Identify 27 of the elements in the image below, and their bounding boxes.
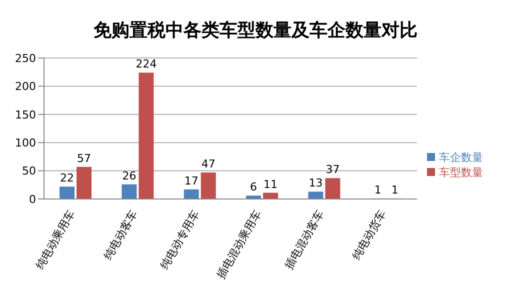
- legend-label: 车型数量: [439, 166, 483, 178]
- y-tick-label: 200: [15, 80, 36, 94]
- x-tick-label: 插电混动客车: [282, 208, 326, 272]
- data-label: 11: [264, 178, 278, 191]
- data-label: 57: [77, 152, 92, 165]
- y-tick-label: 150: [15, 108, 36, 122]
- data-label: 22: [60, 172, 74, 185]
- data-label: 47: [201, 157, 216, 170]
- data-label: 17: [184, 174, 198, 188]
- legend-label: 车企数量: [439, 150, 483, 164]
- y-tick-label: 50: [22, 164, 36, 178]
- data-label: 6: [250, 180, 258, 194]
- data-label: 13: [308, 176, 323, 190]
- x-tick-label: 纯电动乘用车: [33, 208, 78, 272]
- data-label: 26: [122, 169, 136, 182]
- data-label: 37: [326, 163, 340, 176]
- x-tick-label: 纯电动客车: [101, 208, 140, 262]
- x-tick-label: 插电混动乘用车: [214, 208, 264, 282]
- x-tick-label: 纯电动货车: [350, 208, 389, 262]
- data-label: 224: [136, 58, 157, 71]
- x-tick-label: 纯电动专用车: [158, 208, 202, 272]
- data-label: 1: [374, 183, 382, 196]
- data-label: 1: [391, 183, 398, 196]
- chart-title: 免购置税中各类车型数量及车企数量对比: [92, 19, 418, 43]
- y-tick-label: 0: [29, 192, 36, 206]
- y-tick-label: 100: [15, 136, 36, 150]
- y-tick-label: 250: [15, 52, 36, 65]
